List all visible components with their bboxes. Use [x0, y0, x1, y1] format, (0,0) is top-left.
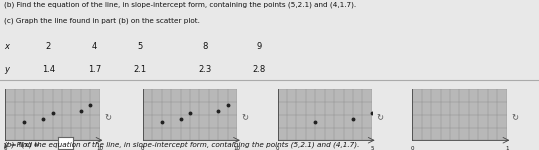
Text: (b) Find the equation of the line, in slope-intercept form, containing the point: (b) Find the equation of the line, in sl…	[4, 141, 360, 148]
Text: (b) Find the equation of the line, in slope-intercept form, containing the point: (b) Find the equation of the line, in sl…	[4, 2, 356, 8]
Text: 2.8: 2.8	[252, 64, 265, 74]
Text: x: x	[4, 42, 9, 51]
Text: 2.3: 2.3	[198, 64, 211, 74]
Text: 5: 5	[137, 42, 143, 51]
Text: ↻: ↻	[376, 113, 383, 122]
Text: 8: 8	[202, 42, 208, 51]
Text: ↻: ↻	[104, 113, 111, 122]
Text: 4: 4	[92, 42, 97, 51]
Text: 2.1: 2.1	[134, 64, 147, 74]
Text: 10: 10	[234, 146, 240, 150]
Text: 10: 10	[96, 146, 103, 150]
Text: (c) Graph the line found in part (b) on the scatter plot.: (c) Graph the line found in part (b) on …	[4, 18, 200, 24]
Text: ↻: ↻	[241, 113, 248, 122]
Text: 0: 0	[276, 146, 279, 150]
Text: 0: 0	[411, 146, 414, 150]
Text: 2: 2	[46, 42, 51, 51]
Text: 0: 0	[141, 146, 144, 150]
Text: 1.4: 1.4	[42, 64, 55, 74]
Text: ↻: ↻	[511, 113, 518, 122]
Text: y = f(x) =: y = f(x) =	[4, 142, 40, 148]
Text: 0: 0	[4, 146, 7, 150]
Text: 9: 9	[256, 42, 261, 51]
Text: 1.7: 1.7	[88, 64, 101, 74]
Text: y: y	[4, 64, 9, 74]
Text: 1: 1	[505, 146, 508, 150]
Text: 5: 5	[370, 146, 374, 150]
